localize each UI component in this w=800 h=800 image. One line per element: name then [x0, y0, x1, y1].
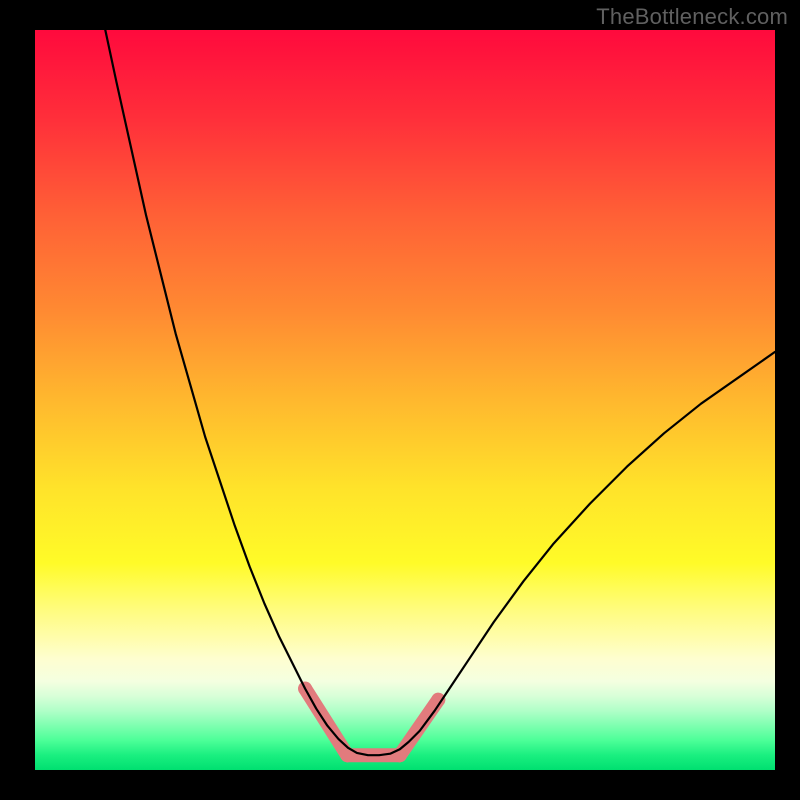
flat-band — [298, 682, 445, 763]
bottleneck-curve — [105, 30, 775, 755]
bottleneck-chart — [35, 30, 775, 770]
curve-layer — [35, 30, 775, 770]
watermark-text: TheBottleneck.com — [596, 4, 788, 30]
